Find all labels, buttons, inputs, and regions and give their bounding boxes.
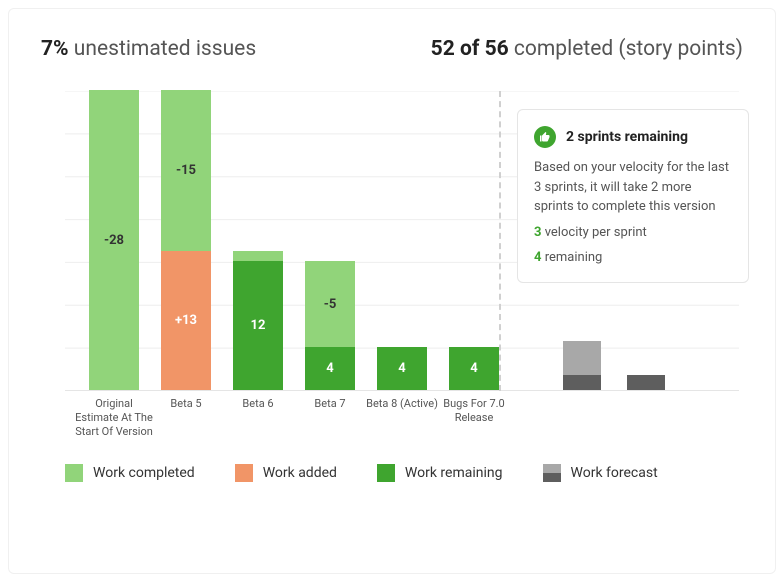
legend-label: Work completed (93, 465, 195, 481)
bar-column (563, 341, 601, 390)
x-axis-label: Beta 7 (290, 397, 370, 411)
x-axis-labels: Original Estimate At The Start Of Versio… (65, 397, 739, 457)
bar-segment (563, 375, 601, 390)
unestimated-summary: 7% unestimated issues (41, 37, 256, 61)
legend-swatch (543, 464, 561, 482)
bar-segment: -28 (89, 90, 139, 390)
forecast-info-box: 2 sprints remaining Based on your veloci… (517, 109, 749, 283)
velocity-number: 3 (534, 225, 541, 240)
header: 7% unestimated issues 52 of 56 completed… (33, 37, 751, 61)
unestimated-pct: 7% (41, 37, 69, 61)
bar-segment: -5 (305, 261, 355, 347)
bar-segment: +13 (161, 251, 211, 390)
chart-plot: 2 sprints remaining Based on your veloci… (65, 91, 739, 391)
bar-column: 4-5 (305, 261, 355, 390)
remaining-label: remaining (545, 250, 603, 265)
bar-segment (563, 341, 601, 375)
x-axis-label: Original Estimate At The Start Of Versio… (74, 397, 154, 438)
bar-segment: 4 (305, 347, 355, 390)
bar-column: 4 (377, 347, 427, 390)
x-axis-label: Beta 6 (218, 397, 298, 411)
bar-segment: 4 (449, 347, 499, 390)
completed-summary: 52 of 56 completed (story points) (431, 37, 743, 61)
bar-segment: -15 (161, 90, 211, 251)
info-body: Based on your velocity for the last 3 sp… (534, 158, 732, 217)
info-stat-velocity: 3 velocity per sprint (534, 223, 732, 243)
completed-label: completed (story points) (514, 37, 743, 61)
unestimated-label: unestimated issues (74, 37, 256, 61)
legend-item: Work added (235, 464, 337, 482)
legend-swatch (235, 464, 253, 482)
legend-swatch (377, 464, 395, 482)
info-title-row: 2 sprints remaining (534, 126, 732, 148)
legend-item: Work forecast (543, 464, 658, 482)
info-title: 2 sprints remaining (566, 127, 688, 148)
legend-item: Work completed (65, 464, 195, 482)
bar-column: +13-15 (161, 90, 211, 390)
legend-label: Work forecast (571, 465, 658, 481)
bar-column: 12 (233, 251, 283, 390)
legend-label: Work remaining (405, 465, 503, 481)
remaining-number: 4 (534, 250, 541, 265)
info-stat-remaining: 4 remaining (534, 248, 732, 268)
bar-column: 4 (449, 347, 499, 390)
x-axis-label: Bugs For 7.0 Release (434, 397, 514, 425)
forecast-divider (499, 91, 501, 391)
legend-label: Work added (263, 465, 337, 481)
bar-column (627, 375, 665, 390)
bar-segment: 12 (233, 261, 283, 390)
thumbs-up-icon (534, 126, 556, 148)
completed-count: 52 of 56 (431, 37, 509, 61)
velocity-label: velocity per sprint (545, 225, 647, 240)
bar-segment (627, 375, 665, 390)
legend-swatch (65, 464, 83, 482)
bar-segment (233, 251, 283, 262)
x-axis-label: Beta 5 (146, 397, 226, 411)
bar-column: -28 (89, 90, 139, 390)
bar-segment: 4 (377, 347, 427, 390)
legend-item: Work remaining (377, 464, 503, 482)
x-axis-label: Beta 8 (Active) (362, 397, 442, 411)
chart-area: 2 sprints remaining Based on your veloci… (65, 91, 739, 446)
release-burndown-card: 7% unestimated issues 52 of 56 completed… (8, 8, 776, 574)
legend: Work completed Work added Work remaining Wo… (65, 464, 751, 482)
